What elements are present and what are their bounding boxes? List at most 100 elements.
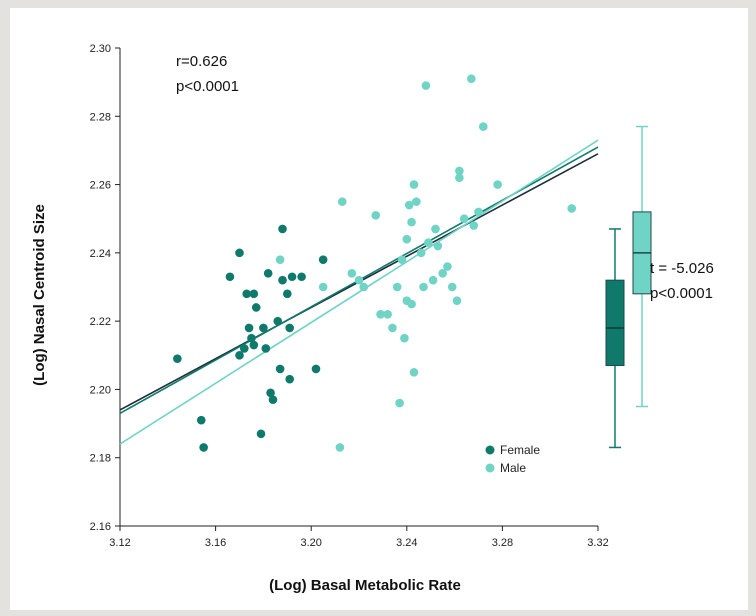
data-point-female [235, 350, 244, 360]
data-point-female [244, 323, 254, 333]
data-point-female [242, 289, 251, 299]
x-axis-title: (Log) Basal Metabolic Rate [269, 577, 461, 594]
data-point-male [433, 241, 443, 251]
data-point-female [199, 443, 208, 452]
correlation-r-label: r=0.626 [176, 53, 227, 70]
x-tick-label: 3.32 [587, 537, 608, 549]
data-point-female [278, 224, 287, 234]
data-point-male [371, 211, 381, 220]
data-point-female [249, 289, 259, 299]
data-point-female [235, 248, 244, 258]
data-point-male [421, 81, 431, 90]
data-point-male [359, 282, 369, 292]
y-tick-label: 2.30 [90, 43, 111, 55]
legend-male-label: Male [500, 461, 526, 475]
data-point-male [409, 368, 419, 377]
data-point-female [283, 289, 292, 299]
x-tick-label: 3.20 [300, 537, 321, 549]
data-point-female [251, 303, 261, 312]
data-point-female [278, 275, 287, 285]
data-point-male [424, 238, 433, 247]
data-point-male [443, 262, 452, 271]
data-point-male [419, 282, 428, 292]
x-tick-label: 3.12 [109, 537, 130, 549]
data-point-male [318, 282, 328, 292]
data-point-female [256, 429, 266, 439]
data-point-male [567, 204, 577, 213]
data-point-female [318, 255, 328, 264]
data-point-male [469, 221, 479, 230]
x-tick-label: 3.16 [205, 537, 226, 549]
data-point-male [347, 269, 357, 278]
x-tick-label: 3.28 [492, 537, 513, 549]
data-point-male [455, 173, 464, 183]
y-axis-title: (Log) Nasal Centroid Size [31, 204, 48, 386]
chart-figure: 2.16 2.18 2.20 2.22 2.24 2.26 2.28 2.30 3.12 3.16… [10, 8, 748, 610]
data-point-male [459, 214, 469, 224]
correlation-p-label: p<0.0001 [176, 78, 239, 95]
data-point-female [273, 316, 283, 326]
data-point-male [397, 255, 407, 264]
data-point-male [407, 299, 416, 309]
data-point-male [400, 333, 409, 343]
data-point-male [474, 207, 483, 217]
data-point-female [285, 323, 294, 333]
data-point-male [335, 443, 345, 452]
legend-female-label: Female [500, 443, 540, 457]
data-point-female [173, 354, 182, 364]
x-tick-label: 3.24 [396, 537, 417, 549]
data-point-female [259, 323, 268, 333]
data-point-female [247, 333, 256, 343]
data-point-female [263, 269, 273, 278]
data-point-male [392, 282, 402, 292]
data-point-male [409, 180, 419, 189]
data-point-male [383, 310, 392, 319]
y-tick-label: 2.28 [90, 111, 111, 123]
data-point-female [266, 388, 275, 398]
data-point-male [337, 197, 347, 206]
data-point-female [268, 395, 278, 404]
data-point-male [493, 180, 502, 189]
data-point-male [428, 275, 438, 285]
data-point-male [388, 323, 397, 333]
data-point-male [455, 166, 464, 176]
data-point-female [297, 272, 306, 282]
data-point-female [239, 344, 249, 353]
data-point-male [438, 269, 447, 278]
y-tick-label: 2.20 [90, 384, 111, 396]
data-point-female [275, 364, 285, 374]
data-point-male [478, 122, 488, 131]
legend-male-marker [485, 463, 495, 473]
data-point-male [395, 398, 404, 408]
data-point-male [447, 282, 457, 292]
regression-line-male [119, 139, 599, 445]
data-point-female [225, 272, 235, 282]
scatter-plot: 2.16 2.18 2.20 2.22 2.24 2.26 2.28 2.30 3.12 3.16… [31, 43, 714, 594]
legend-female-marker [485, 445, 495, 455]
data-point-female [261, 344, 271, 353]
boxplot-female-box [605, 279, 625, 367]
data-point-male [407, 217, 416, 227]
data-point-male [376, 310, 385, 319]
y-tick-label: 2.22 [90, 316, 111, 328]
data-point-male [452, 296, 462, 305]
data-point-male [402, 234, 412, 244]
legend: Female Male [485, 443, 540, 475]
y-tick-label: 2.26 [90, 180, 111, 192]
data-point-female [249, 340, 259, 350]
data-point-male [275, 255, 285, 264]
ttest-p-label: p<0.0001 [650, 285, 713, 302]
data-point-male [431, 224, 440, 234]
y-tick-label: 2.18 [90, 453, 111, 465]
data-point-male [412, 197, 421, 206]
data-point-male [404, 200, 414, 210]
data-point-male [354, 275, 364, 285]
y-tick-label: 2.16 [90, 521, 111, 533]
data-point-female [287, 272, 297, 282]
data-point-female [311, 364, 321, 374]
ttest-t-label: t = -5.026 [650, 260, 714, 277]
data-point-female [196, 415, 206, 425]
y-tick-label: 2.24 [90, 248, 111, 260]
data-point-female [285, 374, 294, 384]
data-point-male [416, 248, 426, 258]
